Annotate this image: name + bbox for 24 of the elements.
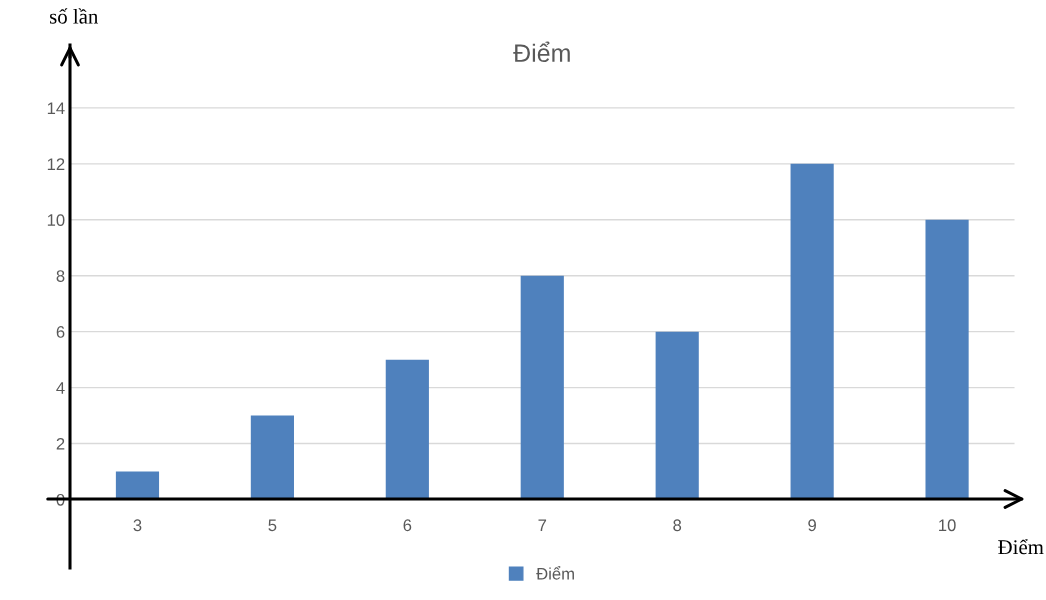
bar bbox=[925, 219, 969, 500]
y-tick-label: 10 bbox=[47, 214, 65, 226]
bar bbox=[790, 163, 834, 500]
bar bbox=[655, 331, 699, 500]
x-tick-label: 10 bbox=[939, 519, 956, 532]
x-tick-label: 6 bbox=[403, 519, 412, 532]
x-tick-label: 5 bbox=[268, 519, 277, 532]
y-tick-label: 6 bbox=[56, 326, 65, 338]
y-tick-label: 4 bbox=[56, 382, 65, 394]
y-tick-label: 2 bbox=[56, 437, 65, 450]
legend-label: Điểm bbox=[536, 566, 574, 580]
y-tick-label: 8 bbox=[56, 270, 65, 282]
bar bbox=[385, 359, 429, 500]
x-tick-label: 8 bbox=[673, 519, 682, 532]
bar bbox=[520, 275, 564, 500]
y-tick-label: 14 bbox=[47, 102, 65, 114]
x-tick-label: 7 bbox=[538, 519, 547, 531]
y-axis-title: số lần bbox=[50, 8, 99, 24]
y-tick-label: 12 bbox=[47, 158, 65, 170]
chart-title: Điểm bbox=[513, 41, 570, 63]
bar bbox=[250, 415, 294, 500]
x-tick-label: 9 bbox=[808, 519, 816, 532]
x-axis-title: Điểm bbox=[998, 538, 1044, 555]
x-tick-label: 3 bbox=[133, 519, 142, 532]
